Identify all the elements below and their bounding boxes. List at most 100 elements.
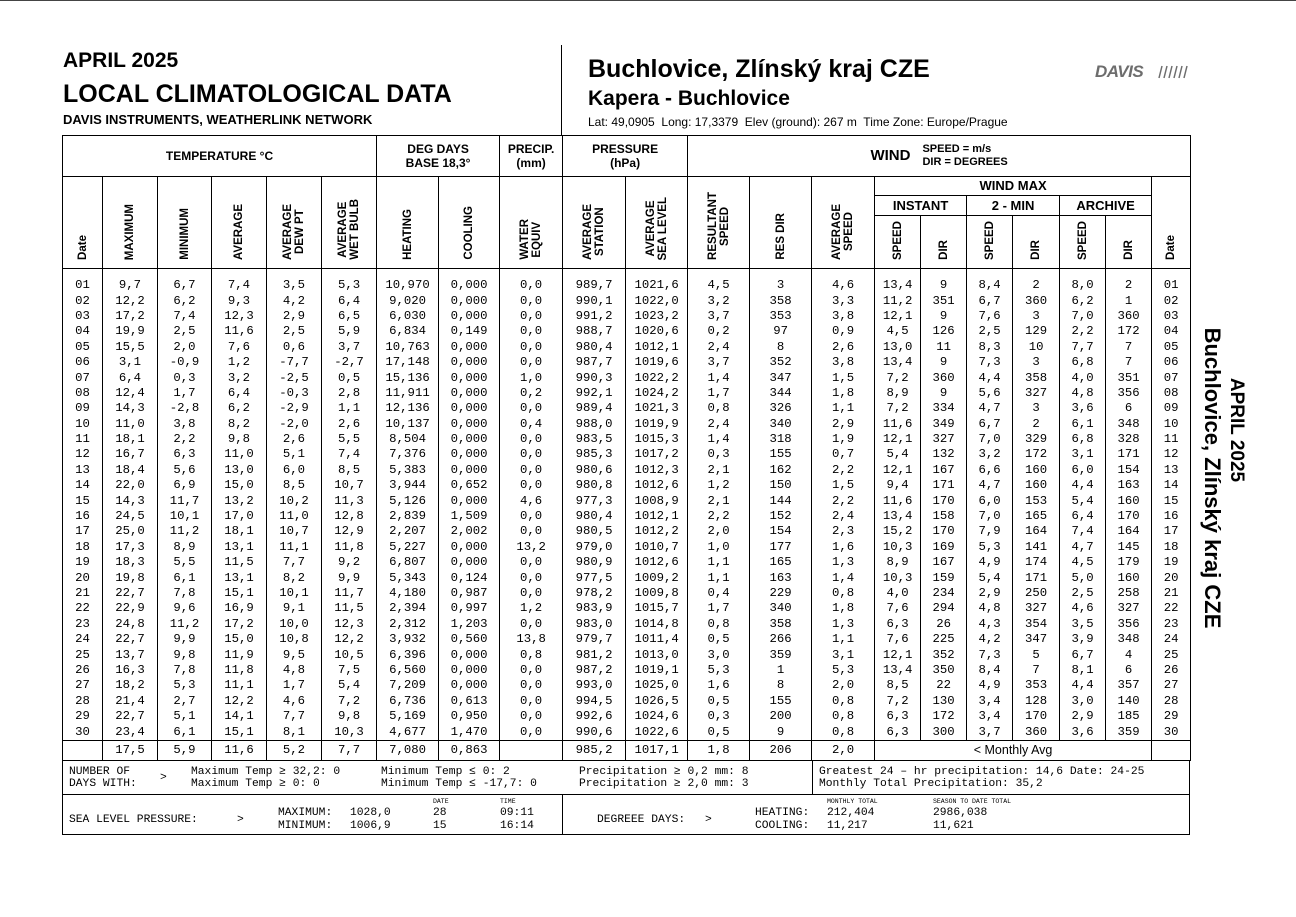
data-row: 05 15,5 2,0 7,6 0,6 3,7 10,763 0,000 0,0 980,4 101… (62, 339, 1192, 355)
data-cell: 174 (1012, 555, 1061, 571)
data-cell: 7,4 (211, 278, 267, 294)
data-cell: 12,1 (874, 308, 922, 325)
column-label: AVERAGE (233, 203, 245, 260)
data-cell: 980,4 (562, 339, 627, 355)
data-cell: 5,227 (376, 539, 440, 556)
data-cell: 5,3 (320, 278, 378, 294)
precip-note: Monthly Total Precipitation: 35,2 (819, 778, 1043, 790)
data-cell: 1,5 (811, 370, 876, 386)
data-row: 22 22,9 9,6 16,9 9,1 11,5 2,394 0,997 1,2 983,9 10… (62, 601, 1192, 617)
data-cell: 12,3 (320, 616, 378, 632)
data-cell: 4,7 (966, 478, 1014, 494)
data-cell: 8,5 (874, 678, 922, 694)
data-cell: 16,9 (211, 601, 267, 617)
data-cell: 2,9 (1059, 708, 1107, 725)
data-cell: 349 (920, 416, 968, 432)
data-cell: 5,126 (376, 493, 440, 509)
season-cooling: 11,621 (933, 820, 974, 832)
data-cell: 0,5 (687, 693, 751, 709)
data-row: 23 24,8 11,2 17,2 10,0 12,3 2,312 1,203 0,0 983,0… (62, 616, 1192, 632)
data-cell: 9 (920, 354, 968, 371)
data-cell: 25,0 (102, 524, 158, 540)
data-cell: 6,0 (1059, 462, 1107, 479)
data-cell: 12,1 (874, 647, 922, 663)
date-cell: 22 (62, 601, 103, 617)
data-cell: 144 (749, 493, 813, 509)
data-cell: 351 (1105, 370, 1153, 386)
data-cell: 2,394 (376, 601, 440, 617)
data-cell: 0,0 (499, 678, 564, 694)
date-cell: 19 (62, 555, 103, 571)
data-cell: 1022,0 (625, 293, 689, 309)
data-cell: 22,7 (102, 708, 158, 725)
data-cell: 3,8 (811, 354, 876, 371)
days-item: Precipitation ≥ 2,0 mm: 3 (579, 778, 749, 790)
data-cell: 1,5 (811, 478, 876, 494)
data-cell: 4,6 (266, 693, 322, 709)
column-header: SPEED (1059, 215, 1107, 269)
data-cell: 1017,2 (625, 447, 689, 463)
data-cell: 0,3 (687, 708, 751, 725)
data-cell: 11,8 (211, 662, 267, 679)
data-cell: 21,4 (102, 693, 158, 709)
data-cell: 6,2 (157, 293, 212, 309)
data-cell: 352 (920, 647, 968, 663)
data-cell: 6,4 (211, 385, 267, 402)
wind-max-group: ARCHIVE (1059, 195, 1153, 216)
data-cell: 18,2 (102, 678, 158, 694)
data-cell: 1012,1 (625, 508, 689, 525)
data-cell: 17,2 (211, 616, 267, 632)
data-cell: 990,6 (562, 724, 627, 741)
data-cell: 0,000 (438, 647, 501, 663)
data-cell: 980,8 (562, 478, 627, 494)
spacer-cell (625, 268, 689, 278)
spacer-cell (157, 268, 212, 278)
data-cell: 12,2 (211, 693, 267, 709)
data-cell: 1,203 (438, 616, 501, 632)
summary-cell: 11,6 (211, 739, 267, 761)
data-cell: 992,6 (562, 708, 627, 725)
column-header: AVERAGE STATION (562, 176, 627, 269)
data-cell: 2,9 (966, 585, 1014, 602)
data-cell: 11 (920, 339, 968, 355)
degree-days-label: DEGREEE DAYS: (597, 814, 686, 826)
data-cell: -2,9 (266, 401, 322, 417)
data-cell: 12,1 (874, 431, 922, 448)
data-cell: 1,470 (438, 724, 501, 741)
date-cell: 20 (1151, 570, 1192, 586)
data-cell: 12,8 (320, 508, 378, 525)
data-cell: 8,2 (211, 416, 267, 432)
data-row: 26 16,3 7,8 11,8 4,8 7,5 6,560 0,000 0,0 987,2 101… (62, 662, 1192, 679)
data-cell: 1022,6 (625, 724, 689, 741)
date-cell: 09 (62, 401, 103, 417)
data-cell: 1011,4 (625, 631, 689, 648)
data-cell: 6,7 (1059, 647, 1107, 663)
data-cell: 23,4 (102, 724, 158, 741)
data-cell: 13,1 (211, 539, 267, 556)
report-title: LOCAL CLIMATOLOGICAL DATA (63, 80, 452, 108)
data-cell: 983,5 (562, 431, 627, 448)
column-header: AVERAGE SEA LEVEL (625, 176, 689, 269)
data-cell: 11,6 (874, 493, 922, 509)
data-cell: 0,5 (687, 724, 751, 741)
data-cell: 15,1 (211, 585, 267, 602)
data-cell: 5,6 (157, 462, 212, 479)
data-cell: 10,3 (874, 539, 922, 556)
data-cell: 2,0 (811, 678, 876, 694)
data-cell: 328 (1105, 431, 1153, 448)
spacer-cell (811, 268, 876, 278)
data-cell: 4,5 (687, 278, 751, 294)
data-cell: 18,4 (102, 462, 158, 479)
data-cell: 225 (920, 631, 968, 648)
data-cell: 5,1 (157, 708, 212, 725)
data-cell: 0,0 (499, 308, 564, 325)
data-cell: 980,6 (562, 462, 627, 479)
data-cell: 2,4 (687, 339, 751, 355)
data-cell: 141 (1012, 539, 1061, 556)
data-cell: 0,000 (438, 278, 501, 294)
data-cell: 0,7 (811, 447, 876, 463)
data-cell: 0,5 (687, 631, 751, 648)
data-cell: 1021,3 (625, 401, 689, 417)
data-cell: 4,0 (1059, 370, 1107, 386)
data-cell: 15,5 (102, 339, 158, 355)
